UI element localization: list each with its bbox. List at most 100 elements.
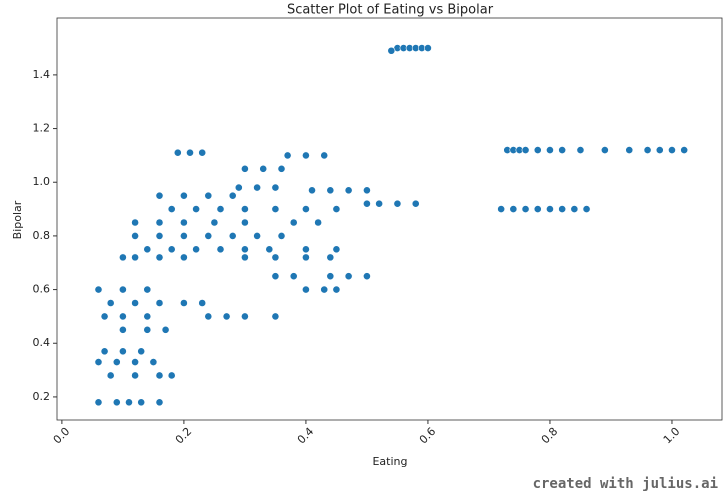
point <box>179 253 188 262</box>
point <box>277 164 286 173</box>
point <box>112 398 121 407</box>
point <box>131 371 139 380</box>
point <box>271 312 280 321</box>
point <box>222 312 231 321</box>
y-tick-label: 0.8 <box>33 229 51 242</box>
point <box>253 183 262 192</box>
point <box>546 146 554 154</box>
point <box>558 146 567 154</box>
x-tick-label: 1.0 <box>661 425 683 447</box>
point <box>149 358 158 366</box>
point <box>167 371 176 380</box>
x-tick-label: 0.0 <box>51 425 73 447</box>
point <box>271 205 280 213</box>
point <box>137 398 146 407</box>
point <box>204 191 213 200</box>
point <box>125 398 133 407</box>
point <box>94 398 103 407</box>
watermark: created with julius.ai <box>533 476 718 492</box>
point <box>546 205 554 213</box>
point <box>533 146 542 154</box>
plot-frame <box>56 17 723 421</box>
point <box>308 186 316 195</box>
point <box>411 199 420 208</box>
point <box>216 245 225 254</box>
point <box>155 253 164 262</box>
point <box>424 44 432 52</box>
point <box>332 205 341 213</box>
point <box>302 205 310 213</box>
point <box>271 253 280 262</box>
point <box>179 232 188 240</box>
point <box>302 285 310 294</box>
point <box>241 253 249 262</box>
point <box>106 299 115 307</box>
point <box>118 312 127 321</box>
point <box>112 358 121 366</box>
point <box>131 358 139 366</box>
point <box>332 285 341 294</box>
point <box>326 186 335 195</box>
point <box>326 272 335 281</box>
point <box>521 205 530 213</box>
point <box>344 186 353 195</box>
y-tick-label: 1.2 <box>33 122 51 135</box>
point <box>643 146 652 154</box>
point <box>192 205 201 213</box>
y-tick-label: 0.4 <box>33 336 51 349</box>
point <box>118 253 127 262</box>
point <box>118 285 127 294</box>
point <box>625 146 634 154</box>
point <box>271 272 280 281</box>
point <box>326 253 335 262</box>
point <box>192 245 201 254</box>
point <box>241 205 249 213</box>
point <box>131 253 139 262</box>
point <box>283 151 292 160</box>
point <box>179 191 188 200</box>
y-axis-label: Bipolar <box>11 200 24 239</box>
point <box>179 218 188 227</box>
point <box>320 151 329 160</box>
point <box>137 347 146 356</box>
point <box>302 151 310 160</box>
point <box>186 148 194 157</box>
point <box>167 205 176 213</box>
point <box>302 245 310 254</box>
point <box>155 371 164 380</box>
point <box>314 218 323 227</box>
point <box>277 232 286 240</box>
x-tick-label: 0.2 <box>173 425 195 447</box>
point <box>265 245 274 254</box>
y-tick-label: 1.4 <box>33 68 51 81</box>
point <box>582 205 591 213</box>
point <box>533 205 542 213</box>
point <box>387 46 396 55</box>
point <box>173 148 182 157</box>
point <box>521 146 530 154</box>
point <box>118 347 127 356</box>
point <box>198 299 207 307</box>
y-tick-label: 1.0 <box>33 175 51 188</box>
point <box>241 312 249 321</box>
point <box>363 186 371 195</box>
point <box>100 312 109 321</box>
point <box>302 253 310 262</box>
point <box>155 398 164 407</box>
point <box>155 218 164 227</box>
y-tick-label: 0.6 <box>33 283 51 296</box>
point <box>509 205 518 213</box>
point <box>655 146 664 154</box>
point <box>143 285 152 294</box>
point <box>680 146 689 154</box>
point <box>393 199 402 208</box>
point <box>241 164 249 173</box>
point <box>234 183 243 192</box>
point <box>131 232 139 240</box>
point <box>253 232 262 240</box>
point <box>320 285 329 294</box>
point <box>241 245 249 254</box>
point <box>668 146 676 154</box>
point <box>228 232 237 240</box>
point <box>344 272 353 281</box>
